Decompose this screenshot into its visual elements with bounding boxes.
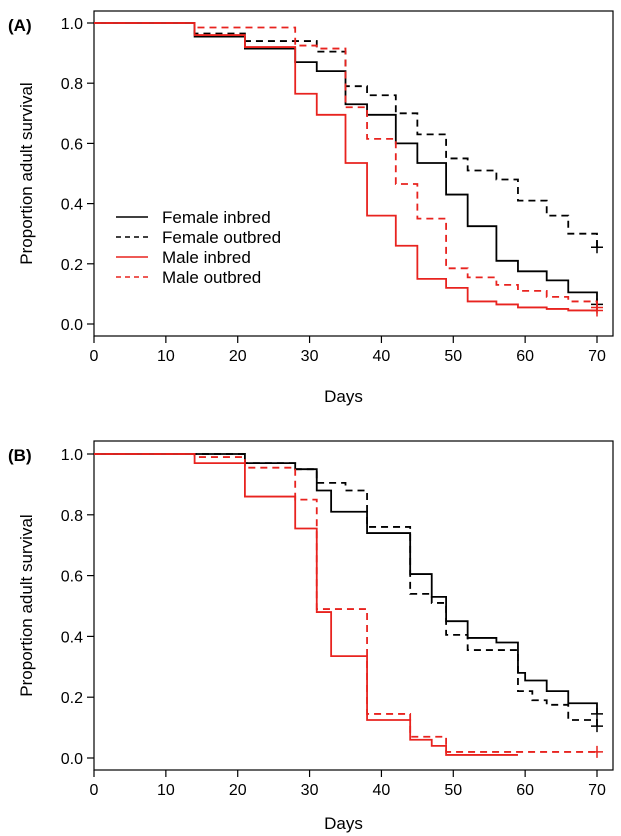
x-axis-title: Days — [324, 387, 363, 406]
x-tick-label: 50 — [444, 782, 462, 799]
legend-entry: Male inbred — [162, 248, 251, 267]
censor-mark — [591, 241, 603, 254]
x-tick-label: 70 — [588, 348, 606, 365]
censor-mark — [591, 720, 603, 733]
x-tick-label: 30 — [301, 782, 319, 799]
series-line-female-outbred — [94, 453, 598, 727]
series-line-female-outbred — [94, 22, 598, 248]
legend-entry: Female inbred — [162, 208, 271, 227]
y-axis-title: Proportion adult survival — [17, 514, 36, 696]
censor-mark — [591, 745, 603, 758]
y-tick-label: 0.4 — [61, 197, 83, 214]
x-tick-label: 40 — [373, 782, 391, 799]
y-tick-label: 0.8 — [61, 76, 83, 93]
x-tick-label: 40 — [373, 348, 391, 365]
panel-a: (A) 0 10 20 30 40 50 60 70 0.0 0.2 0.4 0.6 0.8 1.0 Day… — [8, 10, 614, 406]
panel-b: (B) 0 10 20 30 40 50 60 70 0.0 0.2 0.4 0.6 0.8 1.0 Day… — [8, 440, 614, 833]
x-tick-label: 30 — [301, 348, 319, 365]
x-tick-label: 0 — [90, 782, 99, 799]
plot-frame — [93, 10, 614, 337]
y-tick-label: 1.0 — [61, 447, 83, 464]
censor-mark — [591, 707, 603, 720]
censor-mark — [591, 301, 603, 314]
y-tick-label: 0.8 — [61, 508, 83, 525]
y-tick-label: 0.6 — [61, 136, 83, 153]
series-line-male-inbred — [94, 22, 597, 312]
series-line-female-inbred — [94, 453, 598, 714]
x-tick-label: 50 — [444, 348, 462, 365]
y-axis-title: Proportion adult survival — [17, 82, 36, 264]
y-tick-label: 0.0 — [61, 751, 83, 768]
x-axis-title: Days — [324, 814, 363, 833]
x-tick-label: 70 — [588, 782, 606, 799]
x-tick-label: 20 — [229, 348, 247, 365]
y-tick-label: 1.0 — [61, 16, 83, 33]
series-line-male-outbred — [94, 22, 598, 308]
series-line-male-outbred — [94, 453, 597, 753]
series-line-male-inbred — [94, 453, 518, 756]
panel-b-label: (B) — [8, 446, 32, 465]
x-tick-label: 20 — [229, 782, 247, 799]
x-tick-label: 0 — [90, 348, 99, 365]
x-tick-label: 10 — [157, 782, 175, 799]
y-tick-label: 0.4 — [61, 629, 83, 646]
x-tick-label: 60 — [516, 782, 534, 799]
panel-a-label: (A) — [8, 16, 32, 35]
y-tick-label: 0.2 — [61, 690, 83, 707]
y-tick-label: 0.6 — [61, 569, 83, 586]
y-tick-label: 0.0 — [61, 317, 83, 334]
x-tick-label: 60 — [516, 348, 534, 365]
legend-entry: Female outbred — [162, 228, 281, 247]
plot-frame — [93, 440, 614, 771]
y-tick-label: 0.2 — [61, 257, 83, 274]
x-tick-label: 10 — [157, 348, 175, 365]
legend-entry: Male outbred — [162, 268, 261, 287]
